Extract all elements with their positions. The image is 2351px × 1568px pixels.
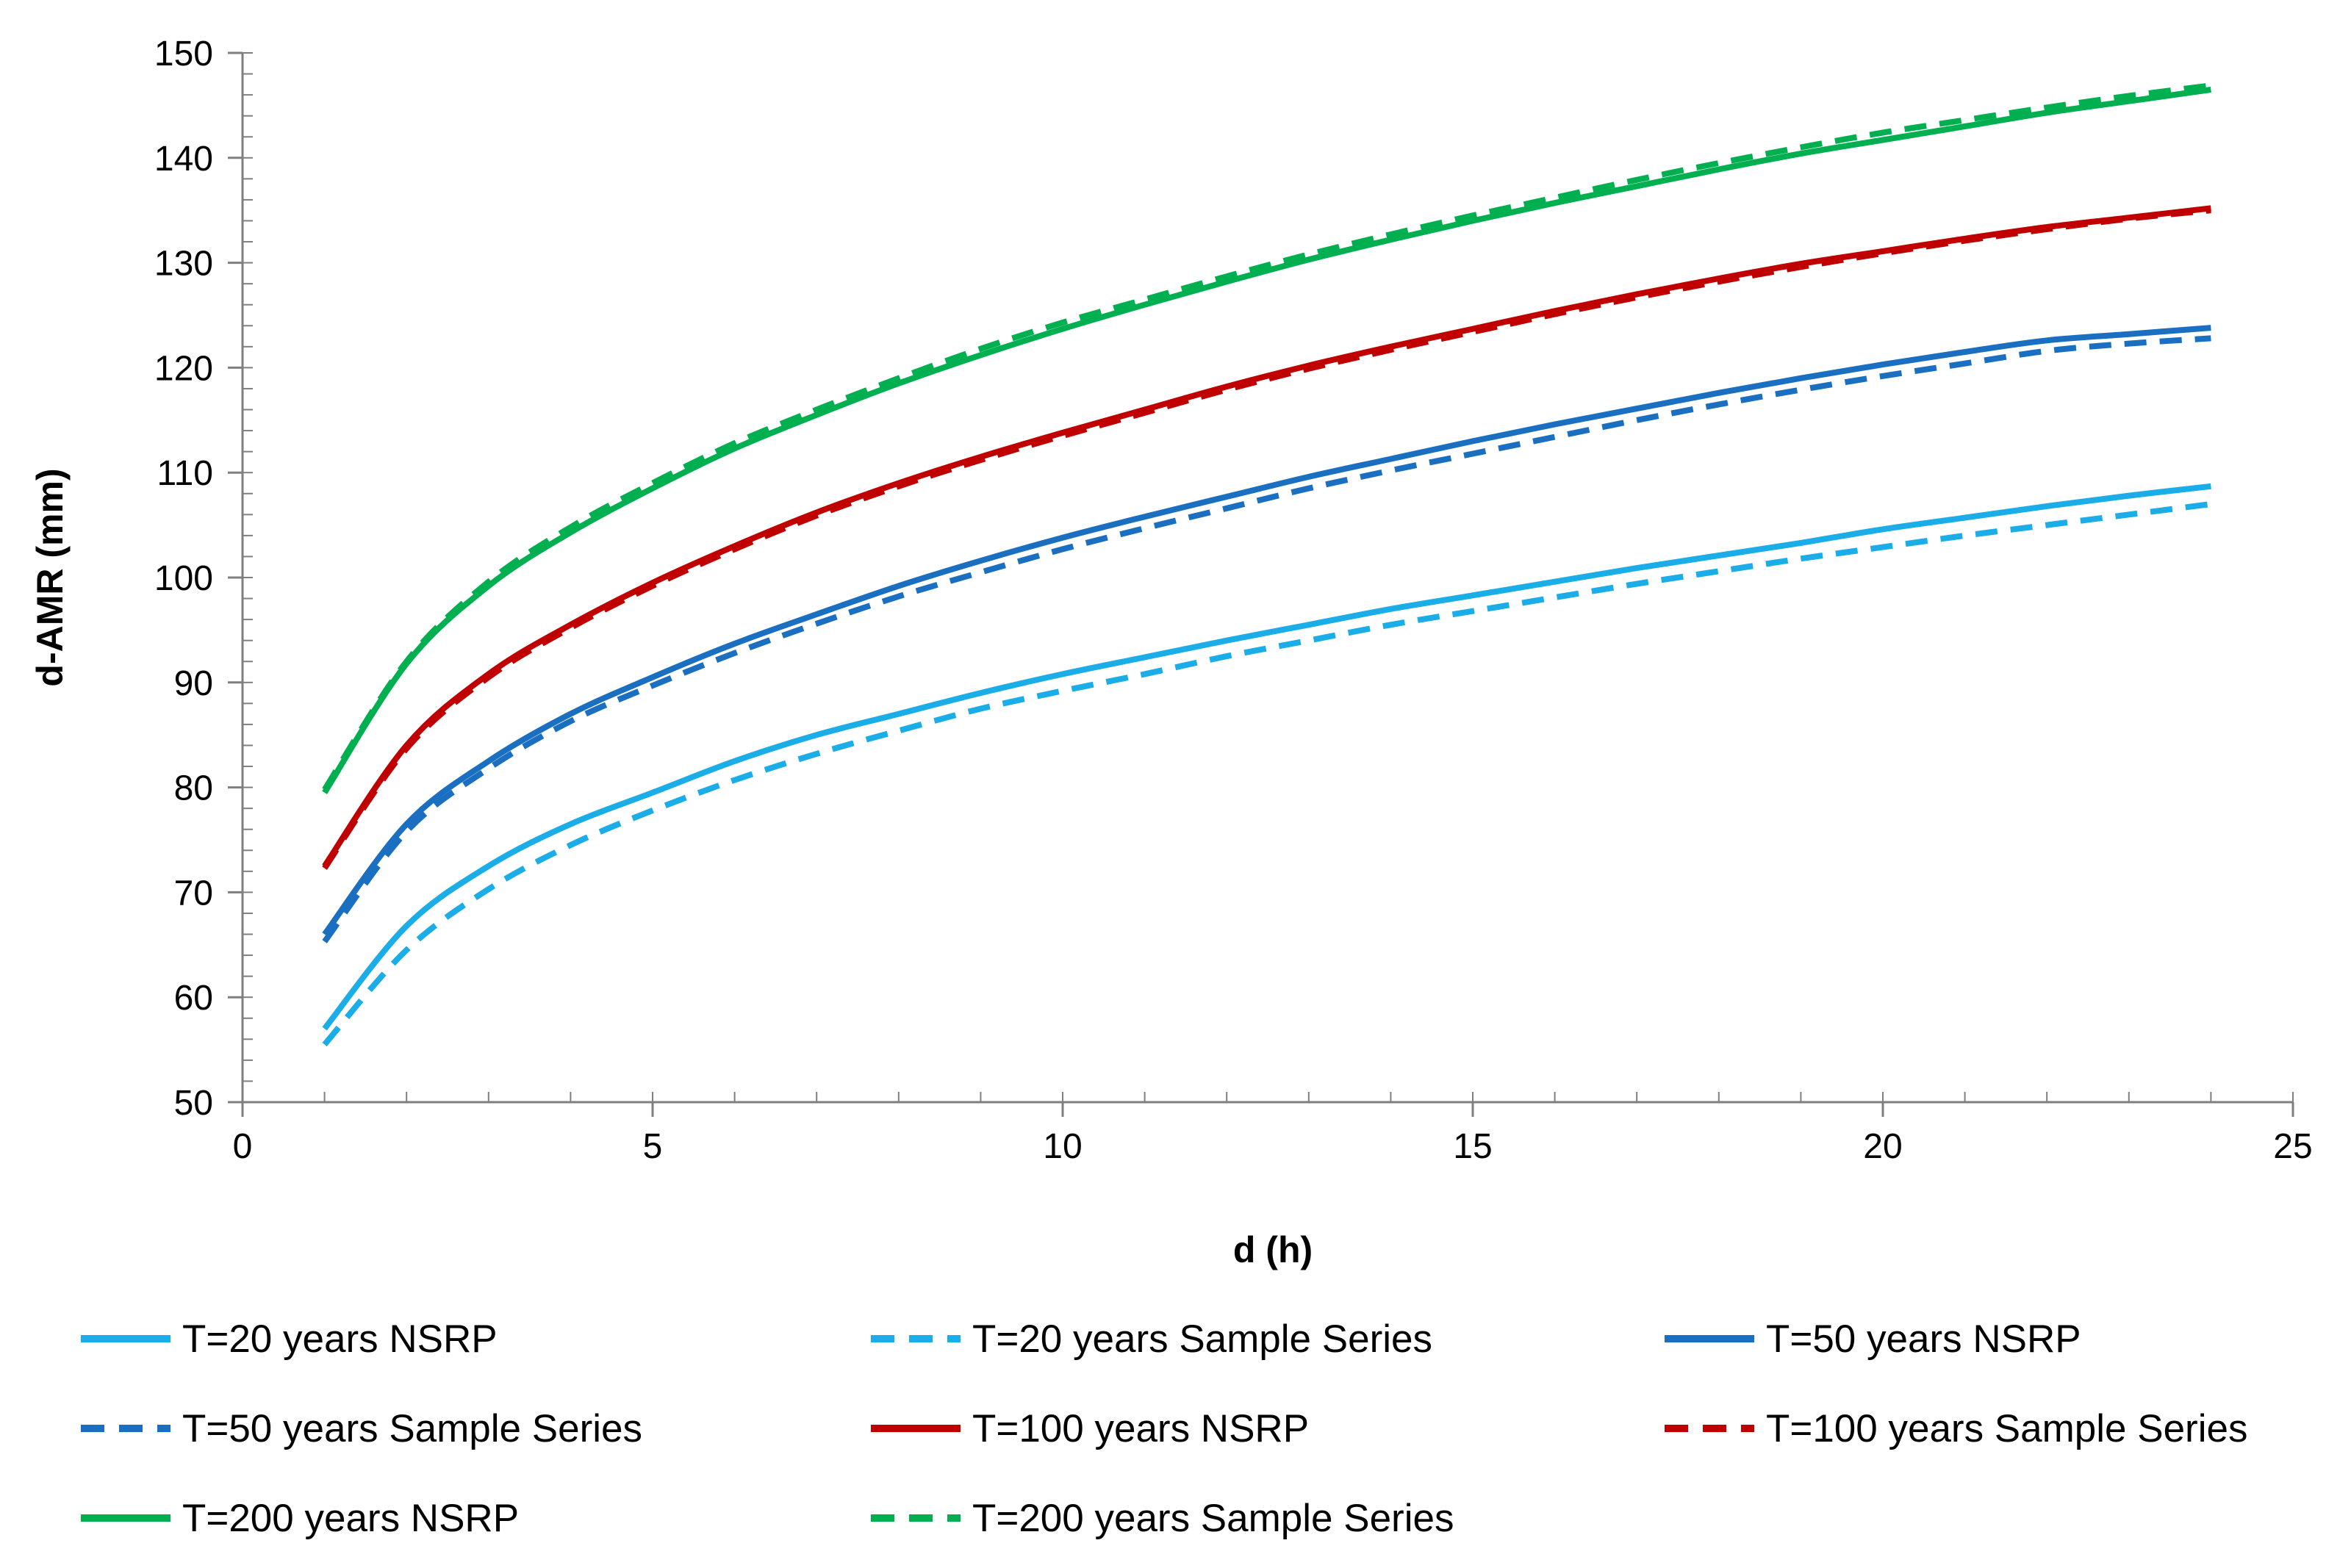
legend-label-t-50-years-nsrp: T=50 years NSRP	[1766, 1317, 2081, 1361]
y-tick-label: 90	[174, 664, 213, 703]
legend: T=20 years NSRP T=20 years Sample Series T…	[81, 1317, 2247, 1540]
y-tick-label: 130	[154, 245, 213, 284]
x-tick-label: 10	[1043, 1127, 1082, 1166]
x-tick-label: 5	[643, 1127, 663, 1166]
series-line-t-100-years-nsrp	[322, 205, 2211, 868]
axes: 50 60 70 80 90 100 110 120 130 140 150 0 5 10 15 20 25	[154, 35, 2313, 1166]
y-tick-label: 150	[154, 35, 213, 73]
axis-labels: d (h) d-AMR (mm)	[29, 468, 1313, 1270]
x-tick-label: 25	[2273, 1127, 2312, 1166]
legend-label-t-200-years-nsrp: T=200 years NSRP	[182, 1497, 519, 1540]
series-line-t-100-years-sample-series	[322, 207, 2211, 870]
series-lines	[322, 82, 2211, 1047]
legend-label-t-200-years-sample-series: T=200 years Sample Series	[972, 1497, 1454, 1540]
legend-label-t-100-years-nsrp: T=100 years NSRP	[972, 1407, 1309, 1450]
series-line-t-20-years-nsrp	[322, 483, 2211, 1031]
series-line-t-50-years-nsrp	[322, 325, 2211, 936]
series-line-t-200-years-nsrp	[322, 87, 2211, 794]
x-tick-label: 15	[1453, 1127, 1492, 1166]
y-tick-label: 110	[157, 454, 213, 493]
legend-label-t-50-years-sample-series: T=50 years Sample Series	[182, 1407, 642, 1450]
legend-label-t-20-years-nsrp: T=20 years NSRP	[182, 1317, 498, 1361]
y-tick-label: 140	[154, 140, 213, 179]
legend-label-t-20-years-sample-series: T=20 years Sample Series	[972, 1317, 1432, 1361]
legend-label-t-100-years-sample-series: T=100 years Sample Series	[1766, 1407, 2247, 1450]
x-axis-title: d (h)	[1233, 1229, 1313, 1270]
x-tick-label: 0	[233, 1127, 253, 1166]
series-line-t-200-years-sample-series	[322, 82, 2211, 791]
y-tick-label: 80	[174, 769, 213, 808]
x-tick-label: 20	[1863, 1127, 1902, 1166]
series-line-t-50-years-sample-series	[322, 335, 2211, 943]
series-line-t-20-years-sample-series	[322, 501, 2211, 1047]
y-axis-title: d-AMR (mm)	[29, 468, 71, 686]
y-tick-label: 60	[174, 979, 213, 1018]
y-tick-label: 100	[154, 559, 213, 598]
y-tick-label: 70	[174, 874, 213, 913]
y-tick-label: 120	[154, 349, 213, 388]
y-tick-label: 50	[174, 1084, 213, 1123]
